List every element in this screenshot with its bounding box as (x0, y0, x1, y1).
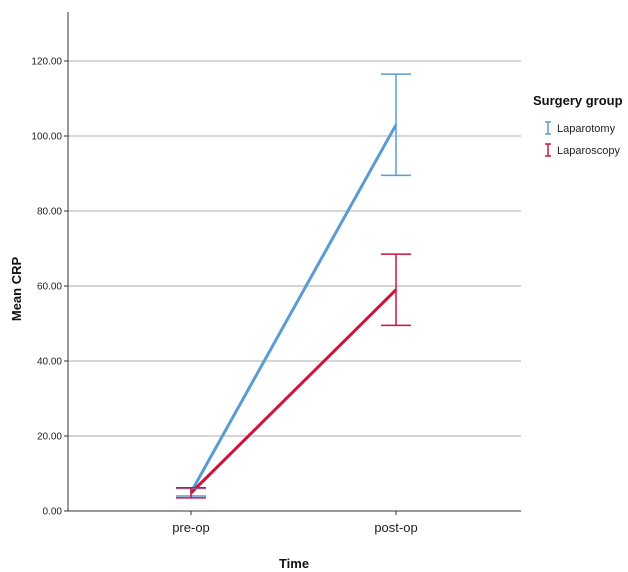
y-tick-label: 80.00 (37, 207, 62, 218)
legend-label: Laparoscopy (557, 145, 620, 157)
series-lines (189, 124, 398, 495)
legend-label: Laparotomy (557, 123, 616, 135)
legend: Surgery group Laparotomy Laparoscopy (533, 93, 623, 157)
y-tick-labels: 0.00 20.00 40.00 60.00 80.00 100.00 120.00 (31, 57, 68, 518)
legend-item-laparotomy: Laparotomy (545, 121, 616, 135)
y-tick-label: 40.00 (37, 357, 62, 368)
series-line-laparoscopy (189, 288, 398, 495)
error-bar-laparotomy (381, 73, 411, 177)
error-bar-laparoscopy (176, 487, 206, 499)
legend-title: Surgery group (533, 93, 623, 108)
error-bar-laparoscopy (381, 253, 411, 327)
y-tick-label: 120.00 (31, 57, 62, 68)
y-tick-label: 100.00 (31, 132, 62, 143)
y-axis-title: Mean CRP (9, 257, 24, 322)
y-tick-label: 20.00 (37, 432, 62, 443)
grid-lines (68, 60, 521, 437)
error-bars (176, 73, 411, 499)
y-tick-label: 60.00 (37, 282, 62, 293)
legend-item-laparoscopy: Laparoscopy (545, 143, 620, 157)
series-line-laparotomy (189, 124, 398, 493)
x-tick-labels: pre-op post-op (172, 511, 418, 535)
x-tick-label: pre-op (172, 520, 210, 535)
y-tick-label: 0.00 (43, 507, 63, 518)
x-tick-label: post-op (374, 520, 417, 535)
x-axis-title: Time (279, 556, 309, 571)
